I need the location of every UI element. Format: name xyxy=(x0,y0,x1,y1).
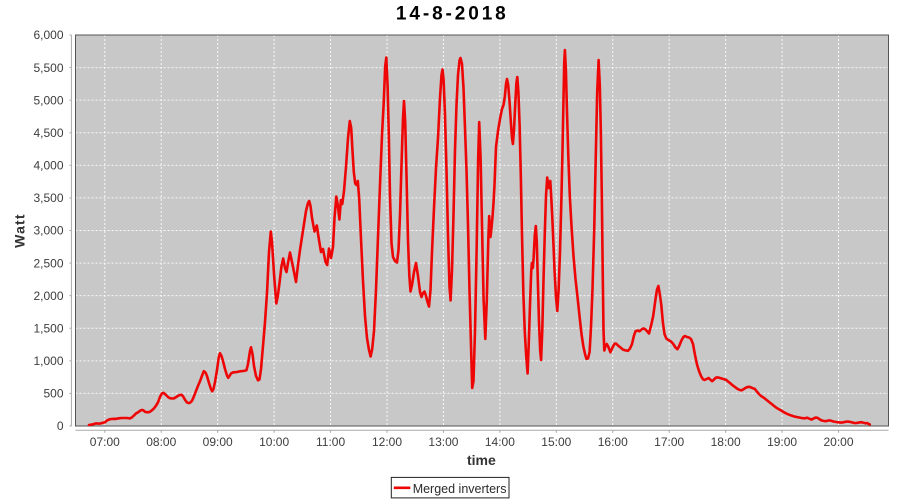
svg-text:14:00: 14:00 xyxy=(485,435,515,449)
svg-text:20:00: 20:00 xyxy=(824,435,854,449)
svg-text:15:00: 15:00 xyxy=(541,435,571,449)
svg-text:6,000: 6,000 xyxy=(33,28,63,42)
svg-text:2,000: 2,000 xyxy=(33,289,63,303)
svg-text:08:00: 08:00 xyxy=(146,435,176,449)
svg-text:1,000: 1,000 xyxy=(33,354,63,368)
svg-text:4,000: 4,000 xyxy=(33,159,63,173)
svg-text:3,000: 3,000 xyxy=(33,224,63,238)
svg-text:5,000: 5,000 xyxy=(33,93,63,107)
svg-text:time: time xyxy=(467,452,496,468)
svg-text:16:00: 16:00 xyxy=(598,435,628,449)
svg-text:09:00: 09:00 xyxy=(203,435,233,449)
svg-text:500: 500 xyxy=(43,387,63,401)
svg-text:Watt: Watt xyxy=(12,213,28,248)
svg-text:13:00: 13:00 xyxy=(428,435,458,449)
svg-text:0: 0 xyxy=(57,419,64,433)
svg-text:2,500: 2,500 xyxy=(33,256,63,270)
svg-text:5,500: 5,500 xyxy=(33,61,63,75)
svg-text:12:00: 12:00 xyxy=(372,435,402,449)
svg-text:11:00: 11:00 xyxy=(316,435,345,449)
svg-text:4,500: 4,500 xyxy=(33,126,63,140)
svg-text:10:00: 10:00 xyxy=(259,435,289,449)
svg-text:1,500: 1,500 xyxy=(33,321,63,335)
svg-text:3,500: 3,500 xyxy=(33,191,63,205)
svg-text:17:00: 17:00 xyxy=(654,435,684,449)
svg-text:18:00: 18:00 xyxy=(711,435,741,449)
svg-text:07:00: 07:00 xyxy=(90,435,120,449)
svg-text:19:00: 19:00 xyxy=(767,435,797,449)
svg-text:14-8-2018: 14-8-2018 xyxy=(396,4,509,25)
svg-text:Merged inverters: Merged inverters xyxy=(413,482,507,496)
